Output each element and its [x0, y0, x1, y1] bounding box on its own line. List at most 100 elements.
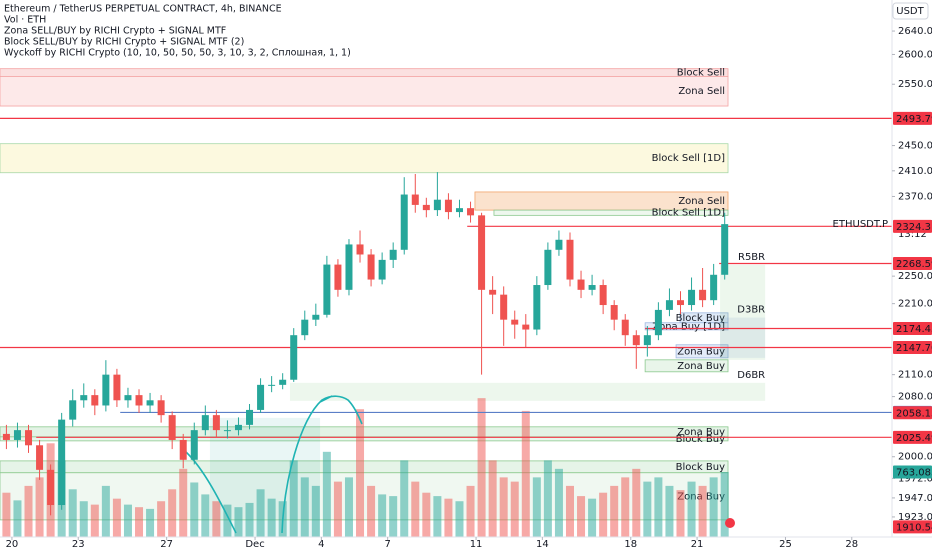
level-label: 2493.79 [896, 114, 932, 125]
level-label: 2058.15 [896, 408, 932, 419]
y-tick-label: 2210.00 [898, 299, 932, 310]
candle-body [345, 244, 353, 290]
volume-bar [101, 485, 110, 537]
volume-bar [543, 460, 552, 537]
candle-body [500, 294, 508, 320]
volume-bar [720, 471, 729, 537]
zone-label: Zona Buy [677, 346, 725, 357]
volume-bar [499, 477, 508, 537]
volume-bar [322, 451, 331, 537]
volume-bar [588, 498, 597, 537]
currency-button[interactable] [892, 2, 929, 20]
structure-label: D3BR [737, 305, 765, 316]
x-tick-label: 11 [470, 539, 483, 550]
volume-bar [212, 501, 221, 537]
volume-bar [13, 500, 22, 537]
structure [720, 264, 766, 360]
candle-body [2, 433, 10, 440]
volume-bar [521, 410, 530, 537]
level-label: 2324.31 [896, 222, 932, 233]
candle-body [676, 300, 684, 306]
indicator: Vol · ETH [4, 15, 46, 26]
candle-body [179, 439, 187, 460]
level-label-box [893, 520, 932, 534]
volume-bar [367, 485, 376, 537]
volume-bar [2, 492, 11, 537]
level-label-box [893, 111, 932, 125]
volume-bar [698, 485, 707, 537]
zone [644, 322, 729, 331]
candle-body [389, 249, 397, 260]
x-tick-label: Dec [245, 539, 264, 550]
candle-body [511, 319, 519, 325]
candle-body [610, 305, 618, 320]
candle-body [566, 239, 574, 280]
candle-body [455, 208, 463, 213]
volume-bar [554, 468, 563, 537]
level-label-box [893, 406, 932, 420]
volume-bar [532, 477, 541, 537]
x-tick-label: 14 [536, 539, 549, 550]
candle-body [577, 279, 585, 290]
candle-body [665, 300, 673, 310]
candle-body [522, 324, 530, 330]
currency[interactable]: USDT [896, 6, 924, 17]
volume-bar [289, 460, 298, 537]
candle-body [69, 400, 77, 420]
volume-bar [709, 477, 718, 537]
volume-bar [24, 485, 33, 537]
volume-bar [389, 496, 398, 537]
candle-body [80, 395, 88, 401]
candle-body [323, 264, 331, 315]
volume-bar [234, 507, 243, 537]
volume-bar [223, 504, 232, 537]
volume-bar [510, 481, 519, 537]
candle-body [643, 335, 651, 346]
candle-body [356, 244, 364, 255]
zone [0, 76, 729, 107]
candle-body [102, 374, 110, 406]
candle-body [312, 314, 320, 320]
volume-bar [643, 481, 652, 537]
volume-bar [90, 504, 99, 537]
volume-bar [455, 501, 464, 537]
volume-bar [256, 489, 265, 537]
candle-body [201, 415, 209, 431]
structure [720, 317, 766, 358]
y-tick-label: 1947.00 [898, 493, 932, 504]
volume-bar [344, 477, 353, 537]
candle-body [478, 215, 486, 290]
volume-bar [378, 494, 387, 537]
symbol-label: ETHUSDT.P [833, 219, 888, 230]
candle-body [212, 415, 220, 431]
volume-bar [599, 492, 608, 537]
volume-bar [157, 501, 166, 537]
candle-body [654, 309, 662, 336]
y-tick-label: 2000.00 [898, 452, 932, 463]
zone-label: Block Buy [676, 462, 725, 473]
volume-bar [400, 460, 409, 537]
structure [289, 382, 766, 401]
candles [2, 172, 729, 516]
candle-body [444, 199, 452, 213]
volume-bar [179, 468, 188, 537]
volume-bar [190, 482, 199, 537]
level-label: 1910.54 [896, 522, 932, 533]
candle-body [411, 194, 419, 205]
level-label-box [893, 340, 932, 354]
candle-body [190, 430, 198, 460]
candle-body [378, 259, 386, 280]
chart-title: Ethereum / TetherUS PERPETUAL CONTRACT, … [4, 4, 282, 15]
zone [0, 143, 729, 174]
volume-bar [577, 496, 586, 537]
volume-bar [411, 481, 420, 537]
volume-bar [79, 501, 88, 537]
candle-body [301, 319, 309, 336]
zone-label: Zona Buy [1D] [652, 321, 725, 332]
zone [0, 68, 729, 77]
candle-body [268, 384, 276, 386]
candle-body [135, 395, 143, 406]
x-tick-label: 20 [6, 539, 19, 550]
candle-body [91, 395, 99, 406]
